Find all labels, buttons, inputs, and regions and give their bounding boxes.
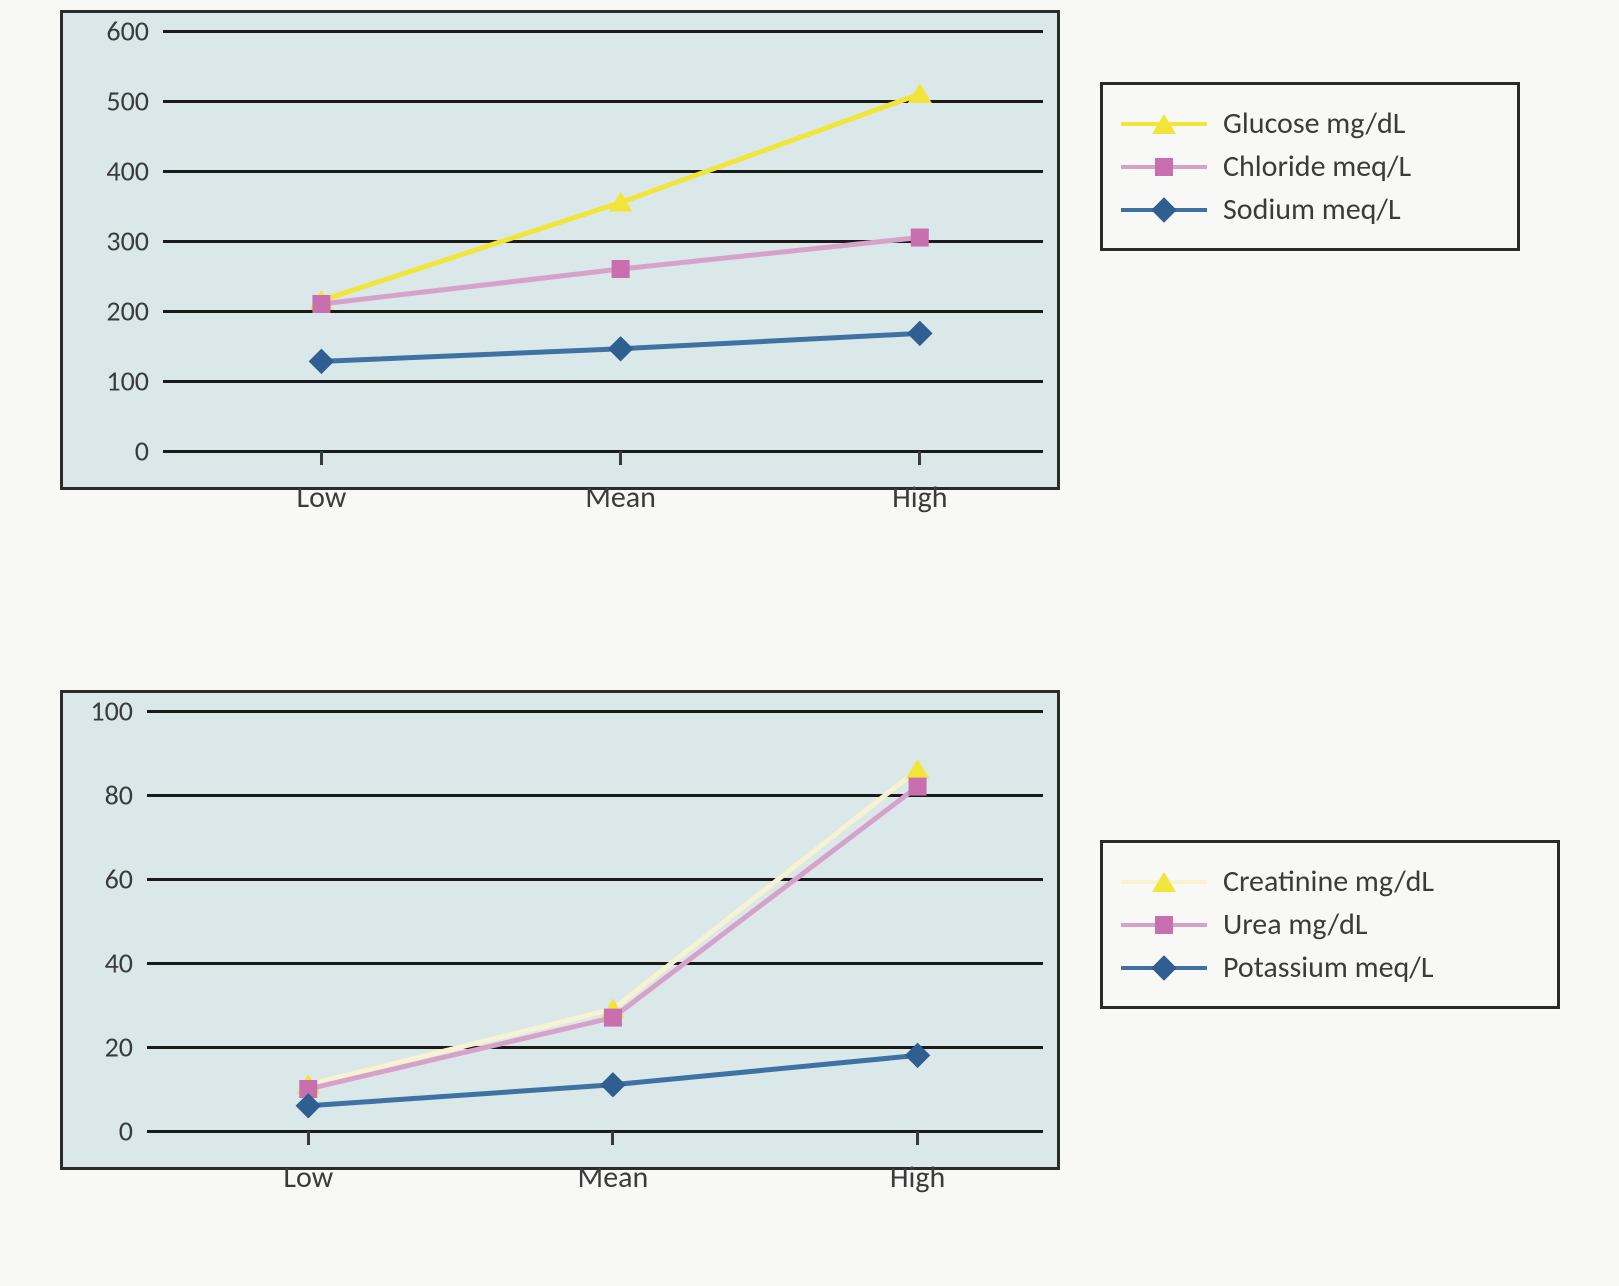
chart1-legend-item: Glucose mg/dL bbox=[1121, 105, 1495, 142]
legend-marker-icon bbox=[1152, 872, 1176, 892]
chart2-series-marker bbox=[604, 1009, 622, 1027]
legend-marker-icon bbox=[1155, 916, 1173, 934]
chart2-ytick-label: 60 bbox=[105, 862, 147, 897]
chart2-legend-swatch bbox=[1121, 911, 1207, 939]
chart2-ytick-label: 100 bbox=[90, 694, 147, 729]
chart2-legend-item: Potassium meq/L bbox=[1121, 949, 1535, 986]
chart2-plot-area: 020406080100LowMeanHigh bbox=[147, 711, 1043, 1131]
chart2-legend-label: Urea mg/dL bbox=[1223, 906, 1368, 943]
chart2-legend-swatch bbox=[1121, 868, 1207, 896]
legend-marker-icon bbox=[1151, 955, 1176, 980]
chart2-series-line bbox=[308, 787, 917, 1089]
chart1-ytick-label: 300 bbox=[106, 224, 163, 259]
chart2-legend-swatch bbox=[1121, 954, 1207, 982]
chart1-legend-label: Glucose mg/dL bbox=[1223, 105, 1405, 142]
chart1-legend-swatch bbox=[1121, 196, 1207, 224]
chart2-series-marker bbox=[906, 759, 930, 779]
chart1-xtick-label: High bbox=[892, 451, 947, 516]
chart2-legend-label: Potassium meq/L bbox=[1223, 949, 1433, 986]
chart2-ytick-label: 0 bbox=[119, 1114, 147, 1149]
chart2-ytick-label: 20 bbox=[105, 1030, 147, 1065]
chart1-ytick-label: 400 bbox=[106, 154, 163, 189]
chart2-block: 020406080100LowMeanHigh Creatinine mg/dL U… bbox=[60, 690, 1560, 1170]
chart1-legend-label: Sodium meq/L bbox=[1223, 191, 1401, 228]
chart1-block: 0100200300400500600LowMeanHigh Glucose mg… bbox=[60, 10, 1520, 490]
chart1-xtick-label: Mean bbox=[585, 451, 656, 516]
chart1-legend-swatch bbox=[1121, 110, 1207, 138]
chart1-ytick-label: 500 bbox=[106, 84, 163, 119]
chart2-xtick-label: Low bbox=[283, 1131, 333, 1196]
chart1-xtick-label: Low bbox=[297, 451, 347, 516]
chart2-legend-item: Urea mg/dL bbox=[1121, 906, 1535, 943]
chart1-legend: Glucose mg/dL Chloride meq/L Sodium meq/L bbox=[1100, 82, 1520, 251]
chart1-frame: 0100200300400500600LowMeanHigh bbox=[60, 10, 1060, 490]
chart2-series-layer bbox=[147, 711, 1043, 1131]
chart1-legend-item: Sodium meq/L bbox=[1121, 191, 1495, 228]
chart2-series-marker bbox=[600, 1072, 625, 1097]
chart2-ytick-label: 40 bbox=[105, 946, 147, 981]
chart1-ytick-label: 0 bbox=[135, 434, 163, 469]
chart2-row: 020406080100LowMeanHigh Creatinine mg/dL U… bbox=[60, 690, 1560, 1170]
chart2-frame: 020406080100LowMeanHigh bbox=[60, 690, 1060, 1170]
chart2-ytick-label: 80 bbox=[105, 778, 147, 813]
chart1-plot-area: 0100200300400500600LowMeanHigh bbox=[163, 31, 1043, 451]
chart2-series-line bbox=[308, 770, 917, 1085]
legend-marker-icon bbox=[1152, 114, 1176, 134]
chart1-series-marker bbox=[911, 229, 929, 247]
chart1-series-marker bbox=[312, 295, 330, 313]
chart1-ytick-label: 600 bbox=[106, 14, 163, 49]
legend-marker-icon bbox=[1155, 158, 1173, 176]
chart1-series-marker bbox=[309, 349, 334, 374]
chart2-series-marker bbox=[905, 1043, 930, 1068]
chart1-legend-item: Chloride meq/L bbox=[1121, 148, 1495, 185]
chart2-legend-item: Creatinine mg/dL bbox=[1121, 863, 1535, 900]
chart2-xtick-label: Mean bbox=[578, 1131, 649, 1196]
chart1-legend-swatch bbox=[1121, 153, 1207, 181]
chart2-xtick-label: High bbox=[890, 1131, 945, 1196]
chart1-ytick-label: 200 bbox=[106, 294, 163, 329]
chart2-series-marker bbox=[909, 778, 927, 796]
chart1-legend-label: Chloride meq/L bbox=[1223, 148, 1411, 185]
chart1-series-marker bbox=[612, 260, 630, 278]
chart2-legend: Creatinine mg/dL Urea mg/dL Potassium meq/… bbox=[1100, 840, 1560, 1009]
chart1-series-marker bbox=[908, 83, 932, 103]
chart2-legend-label: Creatinine mg/dL bbox=[1223, 863, 1434, 900]
chart1-series-layer bbox=[163, 31, 1043, 451]
legend-marker-icon bbox=[1151, 197, 1176, 222]
chart1-series-marker bbox=[608, 336, 633, 361]
chart1-ytick-label: 100 bbox=[106, 364, 163, 399]
chart1-series-marker bbox=[907, 321, 932, 346]
chart1-row: 0100200300400500600LowMeanHigh Glucose mg… bbox=[60, 10, 1520, 490]
